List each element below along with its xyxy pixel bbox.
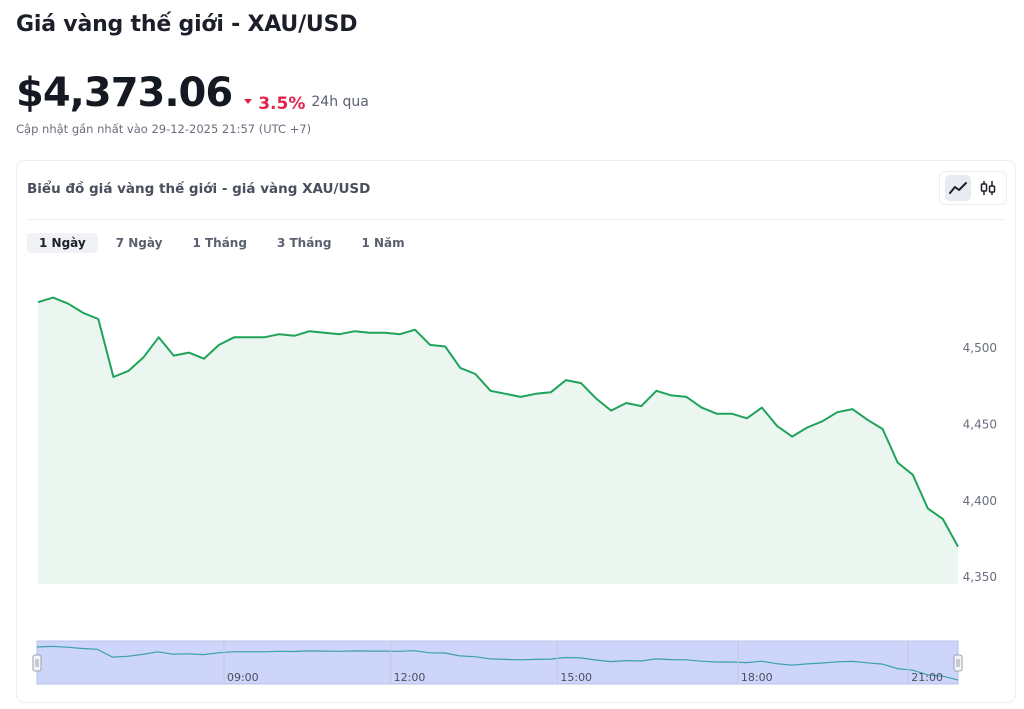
chart-title: Biểu đồ giá vàng thế giới - giá vàng XAU… bbox=[27, 181, 371, 197]
series-area bbox=[38, 297, 958, 584]
range-tab-7d[interactable]: 7 Ngày bbox=[115, 236, 163, 250]
range-tab-1d[interactable]: 1 Ngày bbox=[27, 233, 98, 253]
chart-card: Biểu đồ giá vàng thế giới - giá vàng XAU… bbox=[16, 160, 1016, 703]
change-period: 24h qua bbox=[311, 94, 369, 110]
y-tick-label: 4,350 bbox=[963, 570, 997, 584]
navigator-tick-label: 18:00 bbox=[741, 671, 773, 684]
time-range-tabs: 1 Ngày 7 Ngày 1 Tháng 3 Tháng 1 Năm bbox=[27, 233, 417, 253]
navigator-tick-label: 09:00 bbox=[227, 671, 259, 684]
last-updated: Cập nhật gần nhất vào 29-12-2025 21:57 (… bbox=[16, 122, 312, 136]
series-line bbox=[37, 296, 959, 548]
navigator-handle-right[interactable] bbox=[953, 654, 963, 672]
line-chart-button[interactable] bbox=[945, 175, 971, 201]
navigator-tick-label: 15:00 bbox=[560, 671, 592, 684]
candlestick-chart-button[interactable] bbox=[975, 175, 1001, 201]
navigator-tick-label: 12:00 bbox=[394, 671, 426, 684]
chart-type-toggle bbox=[939, 171, 1007, 205]
range-tab-1y[interactable]: 1 Năm bbox=[361, 236, 405, 250]
line-chart-icon bbox=[949, 182, 967, 194]
navigator-handle-left[interactable] bbox=[32, 654, 42, 672]
candlestick-icon bbox=[980, 181, 996, 195]
current-price: $4,373.06 bbox=[16, 70, 233, 116]
caret-down-icon bbox=[244, 99, 253, 104]
range-tab-3m[interactable]: 3 Tháng bbox=[276, 236, 332, 250]
y-tick-label: 4,400 bbox=[963, 494, 997, 508]
navigator-tick-label: 21:00 bbox=[911, 671, 943, 684]
price-change: 3.5% bbox=[244, 94, 305, 114]
page-title: Giá vàng thế giới - XAU/USD bbox=[16, 12, 358, 37]
price-chart[interactable]: 4,350 4,400 4,450 4,500 09:00 12:00 15:00 18:00… bbox=[17, 161, 1015, 702]
price-row: $4,373.06 3.5% 24h qua bbox=[16, 70, 369, 116]
range-tab-1m[interactable]: 1 Tháng bbox=[192, 236, 247, 250]
y-tick-label: 4,450 bbox=[963, 417, 997, 431]
navigator-range bbox=[36, 640, 959, 685]
y-tick-label: 4,500 bbox=[963, 341, 997, 355]
card-divider bbox=[27, 219, 1005, 220]
navigator-line bbox=[36, 645, 959, 681]
price-change-value: 3.5% bbox=[258, 93, 306, 114]
